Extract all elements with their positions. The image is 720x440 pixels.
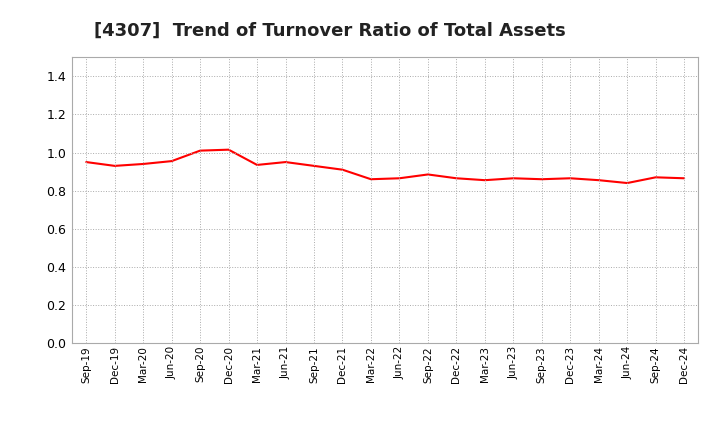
Text: [4307]  Trend of Turnover Ratio of Total Assets: [4307] Trend of Turnover Ratio of Total … [94, 22, 565, 40]
